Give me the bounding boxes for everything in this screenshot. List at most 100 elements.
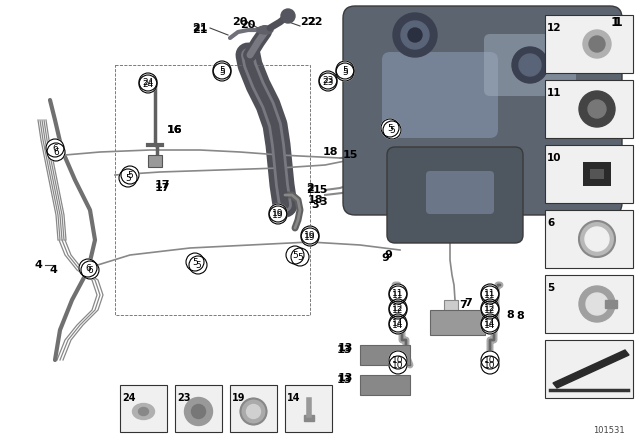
Text: 101531: 101531 (593, 426, 625, 435)
Text: 6: 6 (53, 147, 59, 156)
Circle shape (241, 399, 266, 425)
Text: 5: 5 (219, 68, 225, 77)
Circle shape (269, 206, 287, 224)
Bar (230, 385, 277, 432)
Circle shape (481, 299, 499, 317)
Text: 15: 15 (312, 185, 328, 195)
Circle shape (383, 121, 401, 139)
Text: 4: 4 (49, 265, 57, 275)
Text: 22: 22 (307, 17, 323, 27)
Circle shape (579, 91, 615, 127)
Text: 14: 14 (287, 393, 301, 403)
Text: 19: 19 (304, 233, 316, 241)
Text: 20: 20 (232, 17, 248, 27)
Circle shape (585, 227, 609, 251)
FancyBboxPatch shape (382, 52, 498, 138)
Circle shape (519, 54, 541, 76)
Text: 18: 18 (323, 147, 338, 157)
Text: 13: 13 (337, 373, 353, 383)
Text: 21: 21 (192, 23, 208, 33)
Text: 13: 13 (336, 375, 352, 385)
Circle shape (583, 30, 611, 58)
Circle shape (389, 286, 407, 304)
Text: 3: 3 (311, 200, 319, 210)
Circle shape (286, 246, 304, 264)
Circle shape (191, 405, 205, 418)
Circle shape (139, 73, 157, 91)
Text: 5: 5 (547, 283, 554, 293)
Circle shape (281, 9, 295, 23)
Circle shape (562, 107, 578, 123)
Circle shape (79, 259, 97, 277)
Circle shape (389, 299, 407, 317)
Circle shape (121, 166, 139, 184)
Ellipse shape (132, 404, 154, 419)
Text: 14: 14 (392, 320, 404, 329)
Text: 15: 15 (342, 150, 358, 160)
Circle shape (381, 119, 399, 137)
Text: 23: 23 (323, 76, 333, 85)
Circle shape (213, 63, 231, 81)
Text: 7: 7 (464, 298, 472, 308)
Text: 13: 13 (337, 343, 353, 353)
Text: 5: 5 (292, 250, 298, 259)
Bar (545, 15, 633, 73)
Circle shape (579, 286, 615, 322)
Ellipse shape (257, 26, 273, 34)
Circle shape (186, 253, 204, 271)
Bar (115, 65, 310, 315)
Circle shape (47, 143, 65, 161)
Text: 23: 23 (177, 393, 191, 403)
Text: 12: 12 (484, 303, 496, 313)
Text: 19: 19 (272, 208, 284, 217)
Circle shape (389, 356, 407, 374)
Circle shape (269, 204, 287, 222)
Circle shape (408, 28, 422, 42)
FancyBboxPatch shape (484, 34, 576, 96)
Text: 11: 11 (484, 289, 496, 297)
Bar (465, 70, 605, 190)
Circle shape (336, 61, 354, 79)
Circle shape (481, 356, 499, 374)
Circle shape (481, 286, 499, 304)
Text: 2: 2 (306, 183, 314, 193)
Circle shape (481, 316, 499, 334)
Text: 6: 6 (52, 143, 58, 152)
Bar (545, 210, 633, 268)
Text: 19: 19 (272, 211, 284, 220)
Bar (148, 155, 162, 167)
Circle shape (481, 314, 499, 332)
Circle shape (481, 301, 499, 319)
Circle shape (393, 13, 437, 57)
Text: 5: 5 (195, 260, 201, 270)
Bar (545, 275, 633, 333)
Circle shape (291, 248, 309, 266)
Text: 7: 7 (459, 300, 467, 310)
Circle shape (301, 228, 319, 246)
Bar (285, 385, 332, 432)
Bar (444, 300, 458, 328)
Text: 4: 4 (34, 260, 42, 270)
Text: 5: 5 (342, 65, 348, 74)
Text: 12: 12 (484, 306, 496, 314)
Bar (605, 300, 617, 308)
Circle shape (301, 226, 319, 244)
Bar (360, 345, 410, 365)
Text: 9: 9 (381, 253, 389, 263)
Circle shape (589, 36, 605, 52)
Text: 24: 24 (142, 79, 154, 89)
Text: 5: 5 (127, 171, 133, 180)
Circle shape (184, 397, 212, 426)
Text: 1: 1 (614, 16, 622, 29)
Circle shape (556, 101, 584, 129)
Circle shape (189, 256, 207, 274)
Bar (360, 375, 410, 395)
Text: 11: 11 (392, 290, 404, 300)
Text: 1: 1 (611, 16, 620, 29)
Text: 8: 8 (506, 310, 514, 320)
FancyBboxPatch shape (426, 171, 494, 214)
Circle shape (46, 139, 64, 157)
Text: 24: 24 (122, 393, 136, 403)
Bar (120, 385, 167, 432)
Text: 10: 10 (392, 361, 404, 370)
